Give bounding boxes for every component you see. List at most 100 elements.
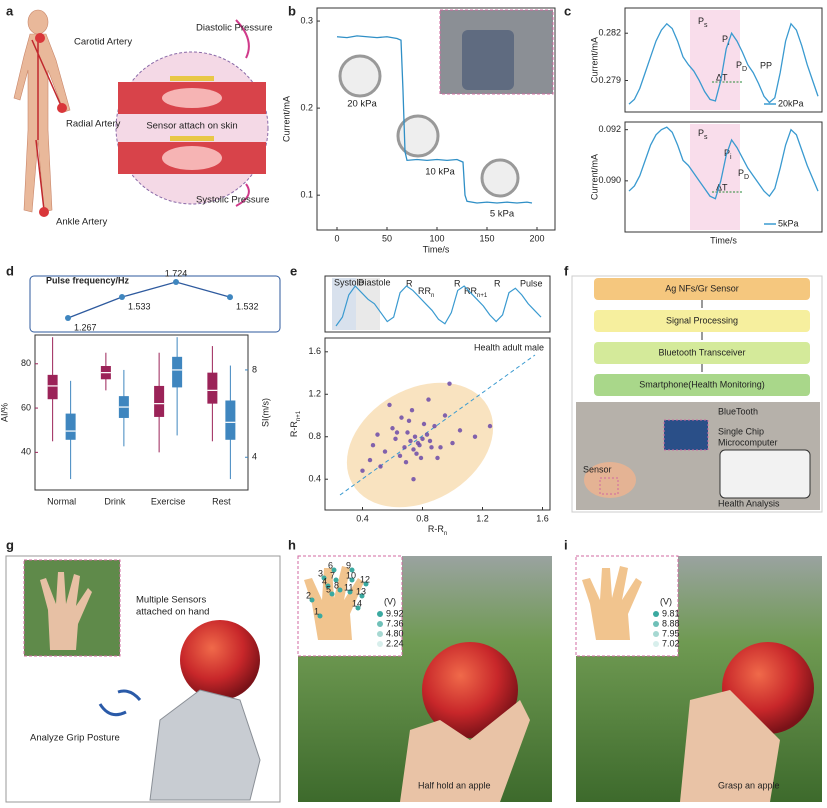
finger-number: 4 [322, 576, 327, 586]
point [415, 440, 421, 446]
finger-number: 13 [356, 586, 366, 596]
robot-hand [149, 689, 261, 801]
finger-number: 2 [306, 590, 311, 600]
apple [180, 620, 260, 700]
x-axis-label: Time/s [423, 244, 450, 254]
panel-letters: a b c d e f g h i [6, 3, 571, 552]
finger-number: 12 [360, 574, 370, 584]
finger-number: 11 [344, 582, 353, 592]
sensor-dot [325, 583, 331, 589]
point [438, 445, 443, 450]
x-tick-label: 1.6 [536, 513, 549, 523]
sensor-dot [349, 567, 355, 573]
y-axis-label: AI/% [0, 403, 9, 422]
annotation: Ps [698, 128, 708, 140]
panel-h: (V) 9.927.364.802.24 Half hold an apple [297, 555, 552, 802]
plot-frame [624, 7, 823, 113]
y-axis-label: R-Rn+1 [289, 410, 301, 437]
annotation: Pi [722, 34, 730, 46]
point [418, 455, 424, 461]
t: D [742, 66, 747, 73]
x-tick-label: 150 [479, 233, 494, 243]
label: Single Chip [718, 426, 764, 436]
hand [40, 572, 92, 650]
sensor-dot [347, 589, 353, 595]
mcu [663, 419, 709, 451]
scale-unit: (V) [660, 596, 672, 606]
point [429, 445, 434, 450]
body-illustration [13, 9, 71, 213]
label: Carotid Artery [74, 37, 132, 48]
freq-frame [29, 275, 281, 333]
line [336, 35, 533, 204]
marker [39, 207, 49, 217]
annotation: 10 kPa [425, 167, 455, 178]
sensor-dot [317, 613, 323, 619]
point [432, 423, 437, 429]
label: R [494, 278, 501, 288]
scale-label: 8.88 [662, 618, 680, 628]
finger-number: 3 [318, 568, 323, 578]
apple [422, 642, 518, 738]
y-tick-label: 0.090 [598, 175, 621, 185]
legend-label: 20kPa [778, 98, 804, 108]
stopwatch [396, 114, 440, 158]
plot-frame [316, 7, 556, 231]
box [225, 400, 236, 440]
panel-letter: i [564, 537, 568, 552]
value-label: 1.532 [236, 301, 259, 311]
label: Sensor [583, 464, 612, 474]
sensor-dot [363, 581, 369, 587]
sensor-dot [321, 575, 327, 581]
y2-axis-label: SI(m/s) [260, 398, 270, 427]
label: Diastole [358, 277, 391, 287]
point [393, 436, 398, 442]
t: D [744, 174, 749, 181]
point [427, 438, 433, 444]
y-axis-label: Current/mA [281, 96, 291, 142]
x-tick-label: 0 [334, 233, 339, 243]
x-axis-label-sub: n [444, 531, 447, 537]
x-tick-label: 0.4 [356, 513, 369, 523]
y-tick-label: 0.282 [598, 28, 621, 38]
x-tick-label: Rest [212, 496, 231, 506]
point [390, 426, 395, 431]
y-tick-label: 0.279 [598, 75, 621, 85]
x-axis-label: R-Rn [428, 524, 447, 536]
annotation: PD [736, 60, 747, 72]
panel-letter: e [290, 263, 297, 278]
annotation: PP [760, 60, 772, 70]
caption: Half hold an apple [418, 780, 491, 790]
label: Analyze Grip Posture [30, 733, 120, 744]
flow-box [594, 374, 810, 396]
frame [571, 275, 823, 513]
point [402, 445, 407, 450]
x-axis-label-main: R-R [428, 524, 444, 534]
flow-text: Smartphone(Health Monitoring) [639, 379, 765, 389]
scale: 9.927.364.802.24 [377, 608, 404, 648]
y-tick-label: 0.1 [300, 190, 313, 200]
y-tick-label: 0.092 [598, 124, 621, 134]
cycle-arrows [98, 689, 142, 717]
t: RR [418, 286, 431, 296]
finger-number: 14 [352, 598, 362, 608]
label: RRn [418, 286, 434, 298]
t: n+1 [477, 293, 488, 299]
finger-number: 7 [330, 570, 335, 580]
x-tick-label: 50 [382, 233, 392, 243]
flow-box [594, 278, 810, 300]
t: s [704, 134, 708, 141]
point [397, 453, 403, 459]
scale-label: 4.80 [386, 628, 404, 638]
chart-title: Pulse frequency/Hz [46, 275, 130, 285]
diastole-band [356, 278, 380, 330]
x-tick-label: Exercise [151, 496, 186, 506]
sensor-dot [309, 597, 315, 603]
line [628, 126, 819, 200]
scale-label: 9.81 [662, 608, 680, 618]
stopwatch [338, 54, 382, 98]
point [173, 279, 179, 285]
label: Diastolic Pressure [196, 23, 273, 34]
flow-box [594, 310, 810, 332]
box [172, 356, 183, 388]
